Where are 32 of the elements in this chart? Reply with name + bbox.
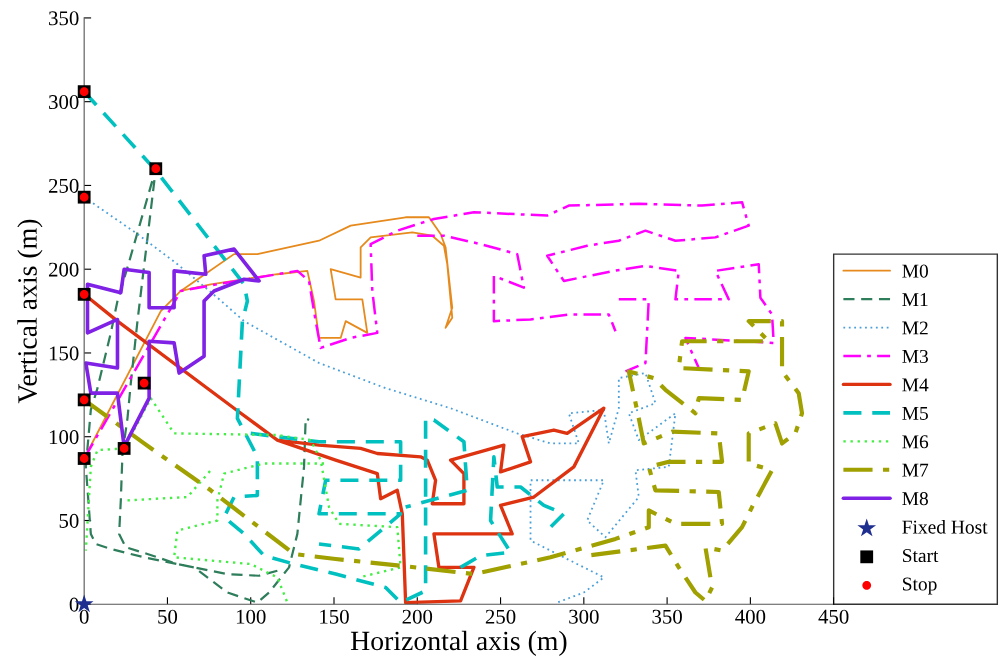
y-tick-label: 200 <box>48 262 79 277</box>
y-axis-title: Vertical axis (m) <box>17 219 43 404</box>
y-tick-label: 0 <box>69 597 79 612</box>
x-tick-label: 150 <box>320 609 349 624</box>
x-tick-label: 250 <box>485 609 516 624</box>
legend-label: M7 <box>902 463 929 477</box>
legend-label: M3 <box>902 349 928 363</box>
y-tick-label: 350 <box>49 11 79 26</box>
x-tick-label: 200 <box>402 609 433 624</box>
x-tick-label: 100 <box>236 609 266 624</box>
y-tick-label: 150 <box>49 346 79 361</box>
legend-label: M6 <box>902 435 929 449</box>
y-tick-label: 250 <box>48 178 79 193</box>
legend-label: Stop <box>903 577 937 595</box>
y-tick-label: 300 <box>49 95 79 110</box>
x-tick-label: 300 <box>569 609 599 624</box>
x-tick-label: 400 <box>735 609 766 624</box>
legend-label: M8 <box>902 492 928 506</box>
x-tick-label: 50 <box>158 609 178 624</box>
legend-label: Fixed Host <box>902 519 988 534</box>
x-tick-label: 350 <box>652 609 682 624</box>
legend-label: M5 <box>902 406 928 420</box>
legend-label: M1 <box>902 293 928 306</box>
legend-label: M2 <box>902 321 928 335</box>
y-tick-label: 100 <box>49 430 79 445</box>
x-axis-title: Horizontal axis (m) <box>350 630 567 656</box>
x-tick-label: 0 <box>79 609 89 624</box>
legend-label: M0 <box>902 264 928 278</box>
legend-label: M4 <box>902 378 929 392</box>
x-tick-label: 450 <box>818 609 849 624</box>
legend-label: Start <box>903 549 939 563</box>
y-tick-label: 50 <box>59 513 79 528</box>
